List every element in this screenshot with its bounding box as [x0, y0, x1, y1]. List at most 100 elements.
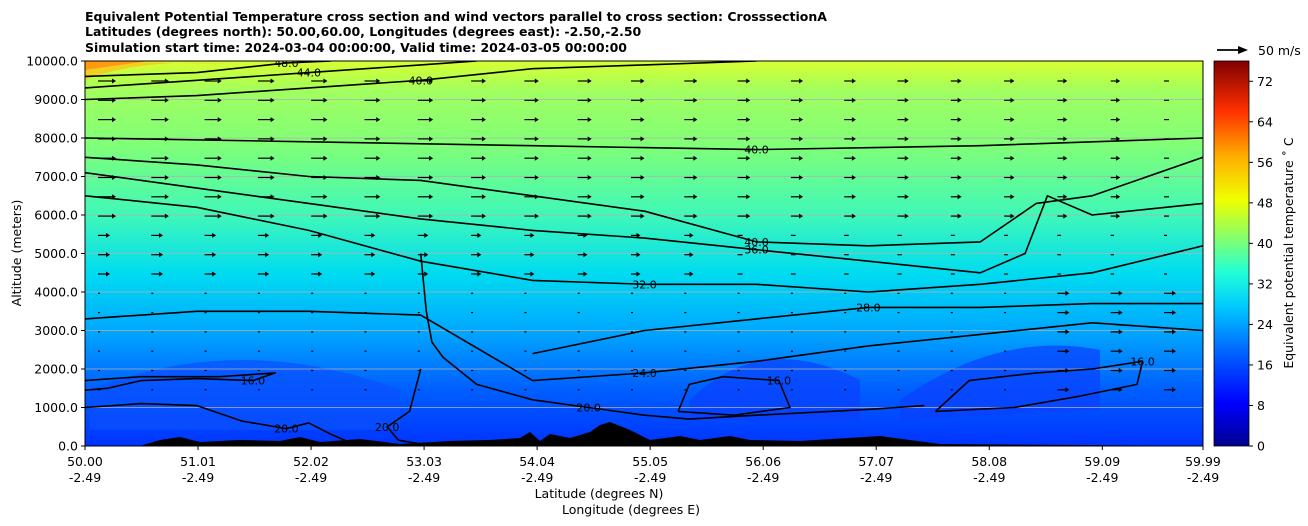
wind-vector-head: [481, 78, 486, 84]
contour-line: [85, 195, 1203, 293]
wind-vector-head: [376, 97, 381, 103]
y-tick-label: 6000.0: [34, 208, 78, 223]
contour-label: 16.0: [1130, 355, 1155, 368]
wind-vector-head: [376, 78, 381, 84]
wind-vector-head: [746, 175, 751, 180]
contour-line: [419, 253, 925, 420]
wind-vector-head: [851, 97, 856, 103]
x-axis-label-lon: Longitude (degrees E): [562, 502, 700, 517]
wind-vector-head: [904, 97, 909, 103]
colorbar-tick-label: 16: [1257, 357, 1273, 372]
y-tick-label: 5000.0: [34, 246, 78, 261]
contour-label: 44.0: [297, 67, 322, 80]
x-tick-label-lat: 51.01: [180, 454, 216, 469]
wind-vector-head: [636, 271, 641, 277]
wind-vector-head: [112, 155, 116, 161]
wind-vector-head: [851, 194, 856, 200]
wind-vector-head: [217, 136, 222, 142]
wind-vector-head: [217, 175, 222, 180]
wind-vector-head: [424, 271, 429, 277]
wind-vector-head: [270, 136, 275, 142]
wind-vector-head: [164, 117, 169, 123]
wind-vector-head: [1065, 290, 1070, 296]
wind-vector-head: [799, 78, 804, 84]
x-tick-label-lon: -2.49: [408, 470, 440, 485]
wind-vector-head: [583, 232, 588, 238]
contour-line: [85, 61, 332, 78]
contour-line: [85, 310, 1203, 382]
wind-vector-head: [534, 117, 539, 123]
colorbar-tick-label: 64: [1257, 114, 1273, 129]
wind-vector-head: [1063, 194, 1068, 200]
wind-vector-head: [1065, 368, 1070, 373]
y-tick-label: 8000.0: [34, 131, 78, 146]
wind-vector-head: [429, 136, 434, 142]
wind-vector-head: [851, 136, 856, 142]
contour-line: [85, 61, 757, 101]
wind-vector-head: [851, 155, 856, 161]
wind-vector-head: [1010, 78, 1015, 84]
wind-vector-head: [164, 194, 169, 200]
wind-vector-head: [112, 97, 116, 103]
wind-vector-head: [587, 136, 592, 142]
x-tick-label-lon: -2.49: [634, 470, 666, 485]
y-tick-label: 10000.0: [26, 54, 78, 69]
wind-vectors: [98, 78, 1176, 393]
contour-line: [934, 360, 1144, 413]
x-tick-label-lon: -2.49: [973, 470, 1005, 485]
wind-vector-head: [693, 194, 698, 200]
wind-vector-head: [636, 252, 641, 258]
wind-vector-head: [481, 136, 486, 142]
wind-vector-head: [217, 194, 222, 200]
x-tick-label-lon: -2.49: [521, 470, 553, 485]
wind-vector-head: [1172, 290, 1176, 296]
wind-vector-head: [217, 78, 222, 84]
wind-vector-head: [106, 252, 110, 258]
wind-vector-head: [693, 78, 698, 84]
wind-vector-head: [799, 136, 804, 142]
title-line-3: Simulation start time: 2024-03-04 00:00:…: [85, 40, 627, 55]
y-tick-label: 4000.0: [34, 285, 78, 300]
wind-vector-head: [376, 175, 381, 180]
y-tick-label: 2000.0: [34, 362, 78, 377]
x-tick-label-lon: -2.49: [860, 470, 892, 485]
wind-vector-head: [270, 78, 275, 84]
wind-vector-head: [1172, 387, 1176, 393]
contour-label: 36.0: [744, 244, 769, 257]
wind-vector-head: [957, 175, 962, 180]
wind-vector-head: [799, 194, 804, 200]
wind-vector-head: [371, 271, 376, 277]
colorbar-tick-label: 0: [1257, 439, 1265, 454]
x-tick-label-lat: 54.04: [519, 454, 555, 469]
x-tick-label-lat: 55.05: [632, 454, 668, 469]
wind-vector-head: [212, 252, 217, 258]
wind-vector-head: [904, 194, 909, 200]
wind-vector-head: [1118, 368, 1123, 373]
wind-vector-head: [1010, 213, 1015, 219]
wind-vector-head: [481, 97, 486, 103]
wind-vector-head: [693, 175, 698, 180]
wind-vector-head: [376, 194, 381, 200]
wind-vector-head: [534, 175, 539, 180]
wind-vector-head: [1065, 387, 1070, 393]
y-axis: 0.0 1000.0 2000.0 3000.0 4000.0 5000.0 6000.0 7…: [26, 54, 85, 454]
wind-vector-head: [1118, 329, 1123, 335]
wind-vector-head: [851, 213, 856, 219]
x-tick-label-lon: -2.49: [1086, 470, 1118, 485]
contour-lines: 16.0 20.0 20.0 20.0 16.0 16.0 24.0 28.0 32.0 36.0…: [85, 61, 1203, 446]
wind-vector-head: [1172, 368, 1176, 373]
title-line-2: Latitudes (degrees north): 50.00,60.00, …: [85, 24, 642, 39]
hot-corner-shade: [85, 61, 150, 70]
wind-vector-head: [1116, 78, 1121, 84]
wind-vector-head: [477, 271, 482, 277]
wind-vector-head: [481, 155, 486, 161]
wind-vector-head: [689, 232, 694, 238]
wind-vector-head: [1063, 78, 1068, 84]
wind-vector-head: [534, 97, 539, 103]
wind-vector-head: [1063, 136, 1068, 142]
wind-vector-head: [112, 194, 116, 200]
wind-vector-head: [799, 117, 804, 123]
wind-vector-head: [583, 271, 588, 277]
wind-vector-head: [1063, 117, 1068, 123]
